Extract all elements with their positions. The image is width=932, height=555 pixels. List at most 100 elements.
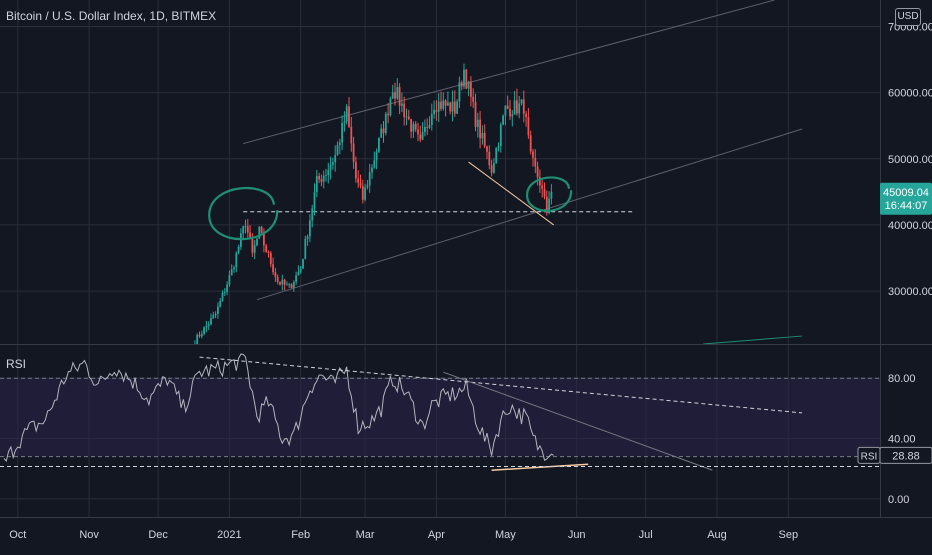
x-tick-label: Sep [779,529,799,541]
candle [304,235,307,260]
candle [529,130,532,155]
price-tick-label: 50000.00 [888,154,932,166]
candle [532,148,534,167]
candle [407,109,410,121]
candle [509,99,511,120]
candle [336,141,339,156]
x-tick-label: Oct [9,529,26,541]
rsi-second-trend-line[interactable] [443,371,713,471]
candle [470,76,472,107]
separator-layer [0,0,932,518]
candle [256,238,258,247]
candle [453,90,456,117]
candle [194,340,196,344]
candle [499,122,502,153]
channel-lower-line[interactable] [256,128,803,301]
candle [451,90,454,122]
rsi-tick-label: 0.00 [888,494,909,506]
candle [421,122,424,141]
candle [378,137,380,153]
candle [329,156,332,180]
candle [481,125,484,145]
candle [424,119,426,137]
candle [504,105,507,126]
candle [396,78,399,101]
candle [384,111,387,136]
candle [299,265,302,274]
candle [341,115,343,151]
candle [527,108,530,139]
candle [350,116,353,152]
bottom-trend-line[interactable] [703,335,803,344]
candle [456,99,458,115]
candle [269,251,272,268]
price-tick-label: 40000.00 [888,220,932,232]
candle [364,183,366,202]
candle [345,103,348,125]
candle [334,145,337,172]
candle [476,112,479,138]
rsi-band-layer [0,377,880,458]
candle [449,101,452,115]
candle [237,244,240,255]
candle [295,271,297,285]
x-tick-label: Nov [79,529,99,541]
candle [490,159,493,177]
candle [272,257,274,275]
annotation-circle[interactable] [525,176,573,212]
channel-upper-line[interactable] [243,0,775,145]
candle [541,178,544,198]
candle [368,163,371,193]
candle [520,99,523,106]
chart-title: Bitcoin / U.S. Dollar Index, 1D, BITMEX [6,9,217,23]
price-annotation-layer [243,0,803,344]
candle [348,97,350,128]
candle [246,218,249,238]
candle [543,182,546,200]
candle [522,90,525,123]
candle [463,63,465,90]
candle [371,164,373,179]
candle [506,95,509,110]
candle [483,124,486,149]
candle [430,103,433,131]
candle [276,274,279,285]
candle [306,234,309,246]
candle [380,124,383,138]
x-tick-label: Jul [639,529,653,541]
x-tick-label: 2021 [217,529,241,541]
candle [447,91,449,107]
candle [226,281,228,295]
rsi-band [0,378,880,457]
x-tick-label: Mar [356,529,375,541]
candle [327,162,330,184]
candle [233,265,235,273]
candle [258,226,261,240]
currency-badge[interactable]: USD [895,8,921,26]
candle [260,226,263,234]
candle [394,82,396,106]
candle [366,179,369,190]
rsi-tick-label: 80.00 [888,373,916,385]
candle [359,174,362,189]
candle [315,169,318,198]
rsi-support-line[interactable] [491,463,589,471]
candle [309,214,311,243]
candle [332,157,334,170]
candle [313,183,316,216]
candle [325,168,327,182]
candle [352,136,355,169]
candle [217,302,219,319]
x-tick-label: Apr [428,529,445,541]
support-break-line[interactable] [468,161,554,226]
rsi-tag-value-box [879,446,932,464]
candle [242,225,245,240]
rsi-upper-trend-line[interactable] [199,356,803,414]
annotation-circle[interactable] [208,186,279,241]
candle [550,184,553,205]
candle [265,243,268,253]
candle [223,288,226,297]
candle [433,100,435,119]
candle [205,320,208,333]
